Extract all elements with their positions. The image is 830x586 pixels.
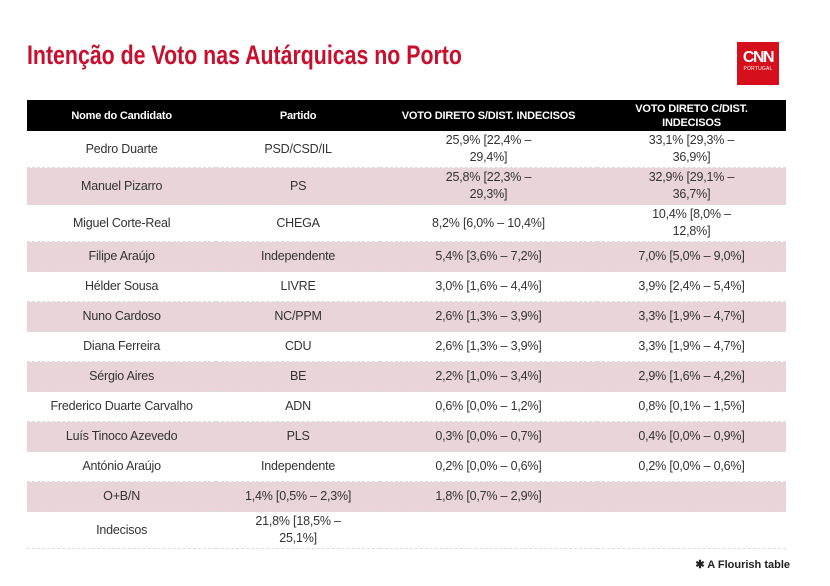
- vote-without-undecided-cell: 1,8% [0,7% – 2,9%]: [379, 481, 598, 512]
- header-candidate[interactable]: Nome do Candidato: [27, 100, 217, 131]
- vote-with-undecided-cell: 3,3% [1,9% – 4,7%]: [597, 331, 786, 362]
- vote-with-undecided-cell: 33,1% [29,3% – 36,9%]: [597, 131, 786, 168]
- table-row: Frederico Duarte Carvalho ADN 0,6% [0,0% –…: [27, 391, 786, 422]
- vote-without-undecided-cell: 2,6% [1,3% – 3,9%]: [379, 301, 598, 332]
- table-row: Miguel Corte-Real CHEGA 8,2% [6,0% – 10,4%…: [27, 204, 786, 242]
- party-cell: CHEGA: [216, 204, 380, 242]
- vote-without-undecided-cell: 25,9% [22,4% – 29,4%]: [379, 131, 598, 168]
- party-cell: PS: [216, 167, 380, 205]
- vote-without-undecided-cell: 2,2% [1,0% – 3,4%]: [379, 361, 598, 392]
- candidate-name-cell: Diana Ferreira: [27, 331, 217, 362]
- vote-with-undecided-cell: 0,8% [0,1% – 1,5%]: [597, 391, 786, 422]
- table-row: Filipe Araújo Independente 5,4% [3,6% – 7,…: [27, 241, 786, 272]
- vote-without-undecided-cell: 3,0% [1,6% – 4,4%]: [379, 271, 598, 302]
- party-cell: PLS: [216, 421, 380, 452]
- flourish-icon: ✱: [695, 559, 705, 571]
- party-cell: 1,4% [0,5% – 2,3%]: [216, 481, 380, 512]
- party-cell: BE: [216, 361, 380, 392]
- table-row: O+B/N 1,4% [0,5% – 2,3%] 1,8% [0,7% – 2,9%…: [27, 481, 786, 512]
- party-cell: CDU: [216, 331, 380, 362]
- vote-with-undecided-cell: 0,2% [0,0% – 0,6%]: [597, 451, 786, 482]
- vote-without-undecided-cell: [379, 511, 598, 549]
- candidate-name-cell: Luís Tinoco Azevedo: [27, 421, 217, 452]
- table-row: Nuno Cardoso NC/PPM 2,6% [1,3% – 3,9%] 3,3%…: [27, 301, 786, 332]
- table-row: Sérgio Aires BE 2,2% [1,0% – 3,4%] 2,9% [1,…: [27, 361, 786, 392]
- vote-with-undecided-cell: [597, 511, 786, 549]
- vote-with-undecided-cell: 0,4% [0,0% – 0,9%]: [597, 421, 786, 452]
- vote-with-undecided-cell: 10,4% [8,0% – 12,8%]: [597, 204, 786, 242]
- table-row: Indecisos 21,8% [18,5% – 25,1%]: [27, 511, 786, 549]
- vote-with-undecided-cell: 7,0% [5,0% – 9,0%]: [597, 241, 786, 272]
- header-vote-with-undecided[interactable]: VOTO DIRETO C/DIST. INDECISOS: [597, 100, 786, 131]
- party-cell: NC/PPM: [216, 301, 380, 332]
- vote-with-undecided-cell: 3,9% [2,4% – 5,4%]: [597, 271, 786, 302]
- vote-without-undecided-cell: 0,6% [0,0% – 1,2%]: [379, 391, 598, 422]
- candidate-name-cell: Hélder Sousa: [27, 271, 217, 302]
- candidate-name-cell: O+B/N: [27, 481, 217, 512]
- table-row: Luís Tinoco Azevedo PLS 0,3% [0,0% – 0,7%]…: [27, 421, 786, 452]
- candidate-name-cell: Nuno Cardoso: [27, 301, 217, 332]
- poll-table: Nome do Candidato Partido VOTO DIRETO S/…: [27, 100, 786, 549]
- cnn-portugal-logo: CNN PORTUGAL: [737, 42, 779, 85]
- vote-without-undecided-cell: 2,6% [1,3% – 3,9%]: [379, 331, 598, 362]
- party-cell: ADN: [216, 391, 380, 422]
- candidate-name-cell: Filipe Araújo: [27, 241, 217, 272]
- candidate-name-cell: Manuel Pizarro: [27, 167, 217, 205]
- vote-without-undecided-cell: 25,8% [22,3% – 29,3%]: [379, 167, 598, 205]
- party-cell: Independente: [216, 451, 380, 482]
- vote-with-undecided-cell: 3,3% [1,9% – 4,7%]: [597, 301, 786, 332]
- table-header-row: Nome do Candidato Partido VOTO DIRETO S/…: [27, 100, 786, 131]
- vote-without-undecided-cell: 8,2% [6,0% – 10,4%]: [379, 204, 598, 242]
- party-cell: LIVRE: [216, 271, 380, 302]
- table-row: Diana Ferreira CDU 2,6% [1,3% – 3,9%] 3,3% …: [27, 331, 786, 362]
- table-row: António Araújo Independente 0,2% [0,0% – 0…: [27, 451, 786, 482]
- candidate-name-cell: Indecisos: [27, 511, 217, 549]
- flourish-credit[interactable]: ✱ A Flourish table: [695, 559, 790, 571]
- vote-without-undecided-cell: 5,4% [3,6% – 7,2%]: [379, 241, 598, 272]
- vote-with-undecided-cell: 2,9% [1,6% – 4,2%]: [597, 361, 786, 392]
- party-cell: Independente: [216, 241, 380, 272]
- table-row: Pedro Duarte PSD/CSD/IL 25,9% [22,4% – 29,…: [27, 131, 786, 168]
- party-cell: PSD/CSD/IL: [216, 131, 380, 168]
- candidate-name-cell: Miguel Corte-Real: [27, 204, 217, 242]
- table-row: Manuel Pizarro PS 25,8% [22,3% – 29,3%] 32,…: [27, 167, 786, 205]
- candidate-name-cell: Frederico Duarte Carvalho: [27, 391, 217, 422]
- candidate-name-cell: Pedro Duarte: [27, 131, 217, 168]
- candidate-name-cell: Sérgio Aires: [27, 361, 217, 392]
- header-party[interactable]: Partido: [216, 100, 380, 131]
- party-cell: 21,8% [18,5% – 25,1%]: [216, 511, 380, 549]
- candidate-name-cell: António Araújo: [27, 451, 217, 482]
- table-row: Hélder Sousa LIVRE 3,0% [1,6% – 4,4%] 3,9% …: [27, 271, 786, 302]
- vote-without-undecided-cell: 0,3% [0,0% – 0,7%]: [379, 421, 598, 452]
- header-vote-without-undecided[interactable]: VOTO DIRETO S/DIST. INDECISOS: [379, 100, 598, 131]
- vote-with-undecided-cell: 32,9% [29,1% – 36,7%]: [597, 167, 786, 205]
- vote-with-undecided-cell: [597, 481, 786, 512]
- page-title: Intenção de Voto nas Autárquicas no Port…: [27, 40, 462, 70]
- vote-without-undecided-cell: 0,2% [0,0% – 0,6%]: [379, 451, 598, 482]
